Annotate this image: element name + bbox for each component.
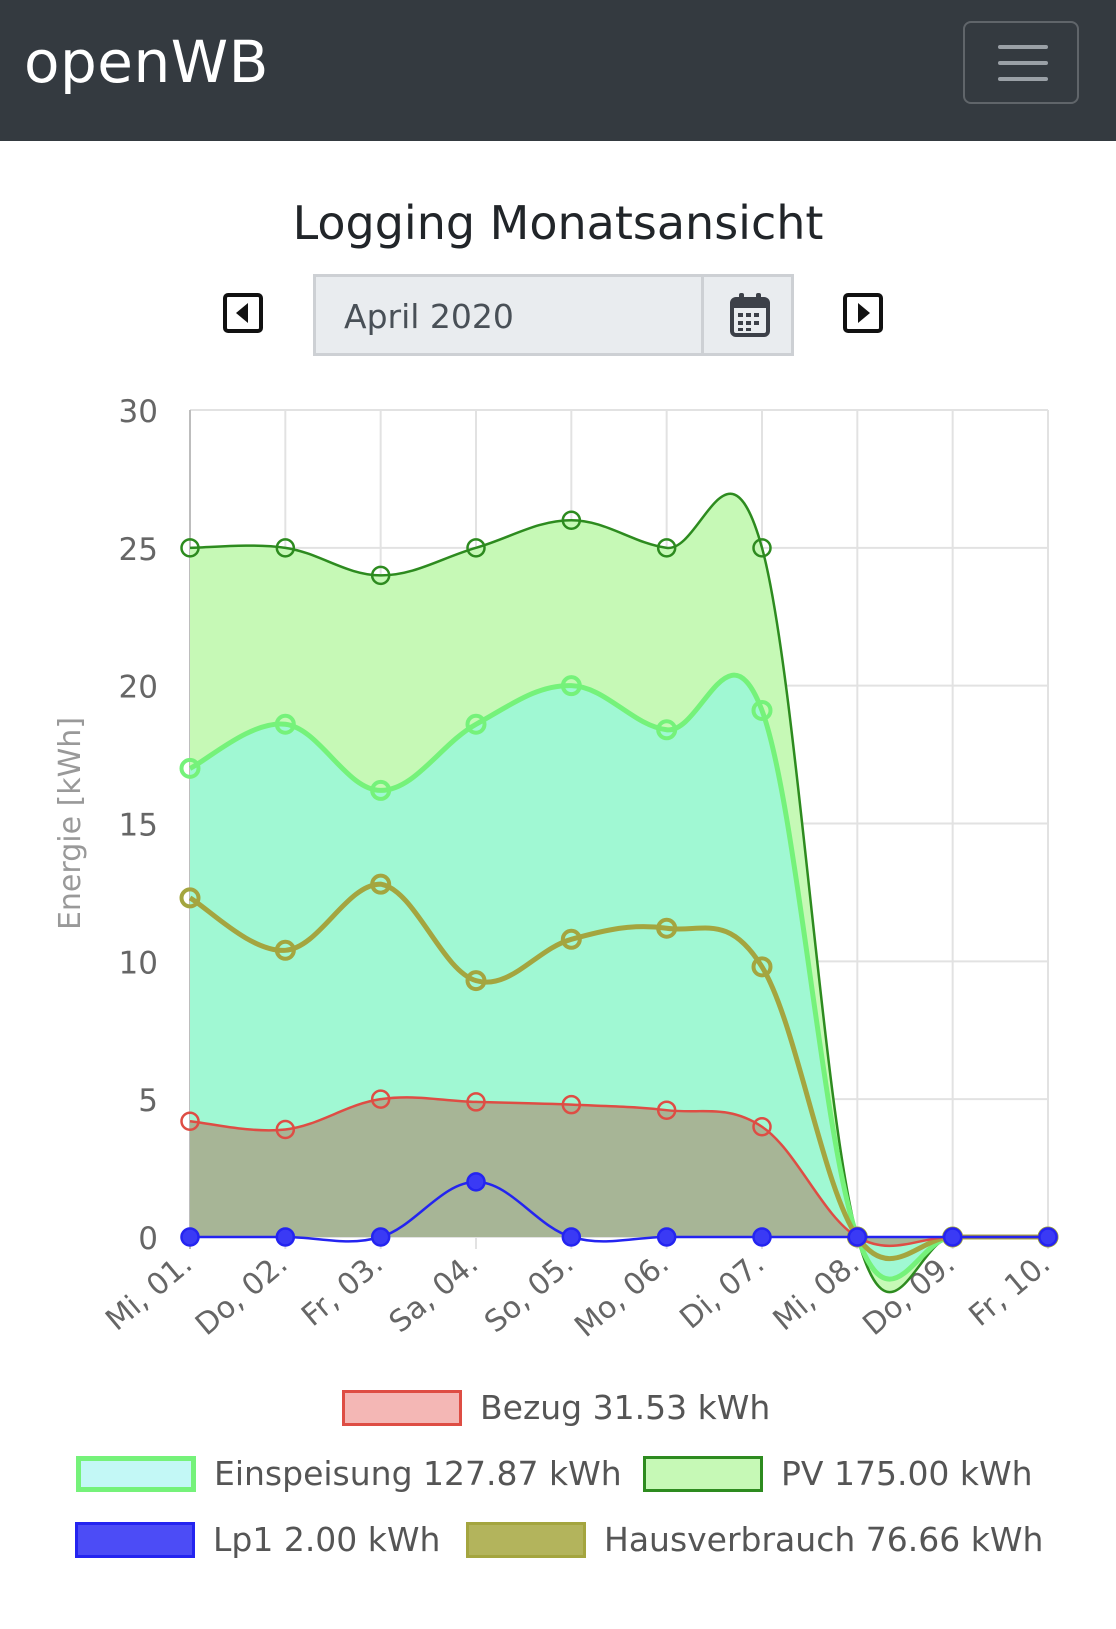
point-bezug — [656, 1100, 677, 1120]
calendar-icon — [730, 293, 770, 337]
previous-month-button[interactable] — [222, 292, 264, 334]
page-title: Logging Monatsansicht — [292, 196, 824, 250]
caret-right-square-icon — [843, 293, 883, 333]
point-pv — [561, 510, 582, 531]
point-bezug — [752, 1116, 772, 1137]
point-lp1 — [466, 1172, 486, 1192]
x-tick-label: Di, 07. — [673, 1246, 771, 1336]
series-line-lp1 — [189, 1180, 1048, 1243]
point-lp1 — [370, 1227, 391, 1247]
point-bezug — [370, 1089, 391, 1109]
series-line-pv — [189, 492, 1048, 1294]
legend-label: Hausverbrauch 76.66 kWh — [604, 1520, 1044, 1559]
y-tick-label: 15 — [119, 808, 158, 844]
y-tick-label: 20 — [119, 670, 158, 706]
point-hausverbrauch — [179, 887, 201, 909]
point-einspeisung — [370, 779, 392, 801]
x-tick-label: Do, 02. — [189, 1246, 294, 1342]
point-hausverbrauch — [370, 873, 392, 895]
point-lp1 — [275, 1227, 296, 1247]
point-bezug — [561, 1094, 582, 1115]
x-tick-label: Fr, 10. — [962, 1246, 1057, 1333]
area-bezug — [190, 1097, 1048, 1246]
caret-left-square-icon — [223, 293, 263, 333]
energy-chart: 0 5 10 15 20 25 30 Mi, 01.Do, 02. Fr, 03.Sa, 04.… — [53, 394, 1059, 1344]
point-hausverbrauch — [751, 956, 773, 978]
legend-swatch — [76, 1456, 196, 1492]
point-pv — [370, 565, 391, 586]
point-bezug — [275, 1119, 296, 1140]
point-bezug — [466, 1092, 486, 1112]
y-tick-label: 0 — [138, 1221, 158, 1257]
legend-swatch — [466, 1522, 586, 1558]
menu-toggle-button[interactable] — [963, 21, 1079, 104]
series-line-einspeisung — [188, 672, 1048, 1282]
point-pv — [466, 538, 486, 558]
point-pv — [275, 538, 296, 558]
legend-swatch — [75, 1522, 195, 1558]
x-tick-label: Sa, 04. — [383, 1246, 485, 1340]
point-hausverbrauch — [465, 970, 487, 992]
point-einspeisung — [465, 713, 487, 735]
month-picker-value[interactable]: April 2020 — [344, 297, 514, 336]
point-hausverbrauch — [560, 928, 582, 950]
point-einspeisung — [751, 699, 773, 721]
point-pv — [656, 538, 677, 558]
point-hausverbrauch — [274, 939, 296, 961]
brand-logo[interactable]: openWB — [24, 28, 269, 96]
calendar-button[interactable] — [701, 277, 794, 353]
y-tick-label: 5 — [138, 1083, 158, 1119]
x-tick-label: Mi, 01. — [99, 1246, 199, 1338]
point-lp1 — [847, 1227, 868, 1247]
series-line-hausverbrauch — [188, 881, 1048, 1262]
y-tick-label: 30 — [119, 394, 158, 430]
navbar: openWB — [0, 0, 1116, 141]
point-pv — [752, 538, 772, 558]
legend-label: PV 175.00 kWh — [781, 1454, 1033, 1493]
point-bezug — [180, 1111, 200, 1131]
point-lp1 — [1038, 1227, 1058, 1247]
x-tick-label: Fr, 03. — [295, 1246, 390, 1333]
point-hausverbrauch — [656, 917, 678, 939]
y-tick-label: 25 — [119, 532, 158, 568]
point-einspeisung — [656, 719, 678, 741]
point-lp1 — [752, 1227, 772, 1247]
next-month-button[interactable] — [842, 292, 884, 334]
x-tick-label: Mi, 08. — [767, 1246, 867, 1338]
point-lp1 — [180, 1227, 200, 1247]
point-lp1 — [656, 1227, 677, 1247]
x-tick-label: So, 05. — [478, 1246, 580, 1340]
legend-swatch — [643, 1456, 763, 1492]
point-pv — [180, 538, 200, 558]
y-axis-label: Energie [kWh] — [53, 717, 88, 930]
legend-label: Einspeisung 127.87 kWh — [214, 1454, 622, 1493]
series-line-bezug — [189, 1096, 1048, 1248]
month-picker[interactable]: April 2020 — [313, 274, 794, 356]
y-tick-label: 10 — [119, 945, 158, 981]
legend-label: Lp1 2.00 kWh — [213, 1520, 441, 1559]
point-einspeisung — [274, 713, 296, 735]
point-lp1 — [942, 1227, 963, 1247]
point-einspeisung — [179, 757, 201, 779]
legend-swatch — [342, 1390, 462, 1426]
x-tick-label: Mo, 06. — [568, 1246, 676, 1344]
legend-label: Bezug 31.53 kWh — [480, 1388, 771, 1427]
point-einspeisung — [560, 675, 582, 697]
point-lp1 — [561, 1227, 582, 1247]
